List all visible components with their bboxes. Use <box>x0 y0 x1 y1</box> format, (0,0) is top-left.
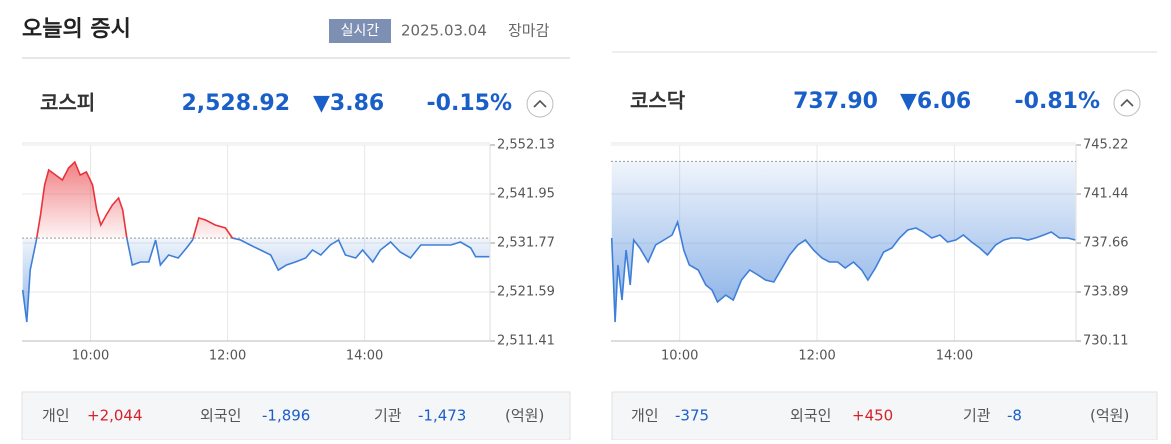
date: 2025.03.04 <box>401 22 487 40</box>
x-tick-label: 10:00 <box>661 349 698 364</box>
investor-label: 기관 <box>963 407 991 425</box>
badge-bg <box>329 19 391 43</box>
investor-value: +450 <box>852 407 893 425</box>
badge: 실시간 <box>341 23 380 39</box>
price-line <box>610 219 1076 323</box>
x-tick-label: 10:00 <box>72 349 109 364</box>
status: 장마감 <box>508 22 550 40</box>
price-line <box>21 160 490 323</box>
collapse-button[interactable] <box>1113 89 1141 117</box>
investor-label: 개인 <box>42 407 70 425</box>
index-change-pct: -0.81% <box>1015 89 1100 114</box>
collapse-button[interactable] <box>526 90 554 118</box>
x-tick-label: 14:00 <box>936 349 973 364</box>
index-price: 2,528.92 <box>181 91 290 116</box>
index-name: 코스닥 <box>630 89 686 113</box>
investor-value: -375 <box>675 407 709 425</box>
y-tick-label: 2,521.59 <box>497 285 555 300</box>
chevron-icon <box>1120 98 1134 107</box>
y-tick-label: 733.89 <box>1083 284 1129 299</box>
investor-value: +2,044 <box>87 407 143 425</box>
title: 오늘의 증시 <box>22 17 131 42</box>
investor-value: -8 <box>1007 407 1022 425</box>
investor-label: 외국인 <box>200 407 241 425</box>
y-tick-label: 2,511.41 <box>497 334 555 349</box>
unit: (억원) <box>1090 407 1129 425</box>
index-change: ▼3.86 <box>313 91 384 116</box>
x-tick-label: 12:00 <box>798 349 835 364</box>
investor-value: -1,473 <box>418 407 466 425</box>
area <box>22 162 490 322</box>
index-change: ▼6.06 <box>900 89 971 114</box>
x-tick-label: 14:00 <box>346 349 383 364</box>
y-tick-label: 2,531.77 <box>497 236 555 251</box>
index-change-pct: -0.15% <box>427 91 512 116</box>
unit: (억원) <box>505 407 544 425</box>
index-name: 코스피 <box>40 91 95 115</box>
y-tick-label: 730.11 <box>1083 334 1129 349</box>
y-tick-label: 741.44 <box>1083 187 1129 202</box>
y-tick-label: 745.22 <box>1083 138 1129 153</box>
investor-label: 개인 <box>631 407 659 425</box>
investor-label: 기관 <box>374 407 402 425</box>
y-tick-label: 2,552.13 <box>497 138 555 153</box>
y-tick-label: 737.66 <box>1083 236 1129 251</box>
investor-label: 외국인 <box>790 407 831 425</box>
y-tick-label: 2,541.95 <box>497 187 555 202</box>
chevron-icon <box>533 99 547 108</box>
investor-value: -1,896 <box>262 407 310 425</box>
area <box>611 161 1076 323</box>
investor-bar <box>611 391 1158 441</box>
x-tick-label: 12:00 <box>209 349 246 364</box>
index-price: 737.90 <box>793 89 878 114</box>
